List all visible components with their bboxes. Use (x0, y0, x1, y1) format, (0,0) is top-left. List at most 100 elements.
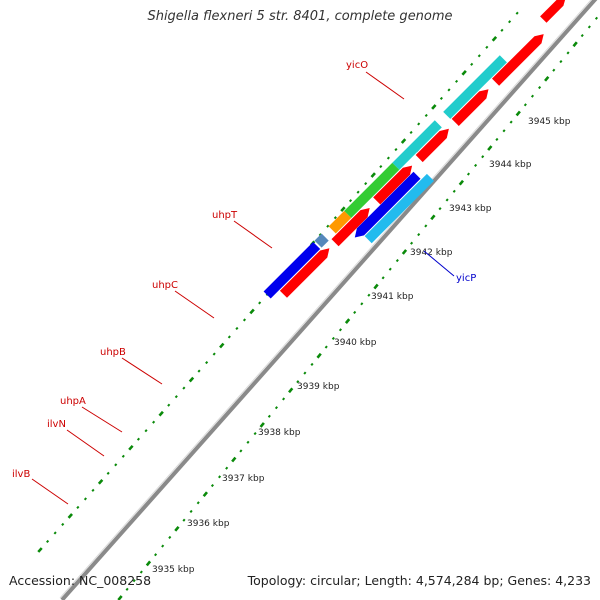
upper-tick-mark (370, 172, 376, 178)
lower-tick-mark (395, 258, 399, 263)
lower-tick-mark (182, 518, 186, 522)
lower-tick-mark (515, 110, 521, 117)
upper-tick-mark (394, 147, 398, 152)
gene-label-yicO: yicO (346, 60, 368, 71)
gene-feature-uhpC (392, 120, 442, 170)
upper-tick-mark (515, 11, 519, 15)
upper-tick-mark (258, 301, 262, 305)
map-title: Shigella flexneri 5 str. 8401, complete … (147, 9, 453, 24)
upper-tick-mark (128, 444, 134, 451)
lower-tick-mark (210, 483, 214, 488)
lower-tick-mark (388, 267, 392, 271)
upper-tick-mark (348, 199, 353, 203)
lower-tick-mark (445, 198, 449, 202)
gene-feature-uhpB (344, 162, 400, 218)
gene-label-uhpB: uhpB (100, 347, 126, 358)
lower-tick-mark (367, 293, 371, 297)
upper-tick-mark (188, 376, 195, 383)
lower-tick-mark (282, 397, 286, 401)
lower-tick-mark (502, 129, 506, 133)
lower-tick-mark (303, 371, 307, 375)
lower-tick-mark (438, 207, 442, 211)
upper-tick-mark (318, 233, 322, 237)
tick-label: 3936 kbp (187, 519, 230, 529)
upper-tick-mark (91, 488, 95, 492)
upper-tick-mark (470, 62, 474, 66)
tick-marks-layer (37, 11, 599, 600)
cds-arrow (492, 34, 544, 86)
upper-tick-mark (167, 403, 171, 407)
lower-tick-mark (410, 241, 414, 245)
upper-tick-mark (67, 513, 73, 519)
lower-tick-mark (580, 34, 584, 38)
gene-label-ilvB: ilvB (12, 469, 30, 480)
backbone-layer (59, 0, 598, 600)
upper-tick-mark (379, 165, 383, 169)
tick-label: 3938 kbp (258, 428, 301, 438)
cds-arrow (415, 128, 449, 163)
upper-tick-mark (174, 395, 178, 399)
upper-tick-mark (485, 45, 489, 49)
lower-tick-mark (353, 310, 357, 315)
lower-tick-mark (310, 362, 314, 366)
tick-label: 3940 kbp (334, 338, 377, 348)
upper-tick-mark (242, 318, 247, 322)
upper-tick-mark (136, 437, 141, 441)
lower-tick-mark (495, 137, 499, 141)
tick-label: 3939 kbp (297, 382, 340, 392)
lower-tick-mark (218, 475, 222, 479)
lower-tick-mark (458, 179, 465, 186)
lower-tick-mark (538, 85, 542, 90)
upper-tick-mark (386, 156, 390, 160)
upper-tick-mark (364, 182, 368, 186)
lower-tick-mark (523, 103, 527, 107)
upper-tick-mark (37, 547, 43, 553)
gene-feature-ilvB (263, 242, 321, 299)
cds-arrow (279, 248, 330, 298)
upper-tick-mark (76, 505, 80, 509)
upper-tick-mark (508, 20, 512, 24)
upper-tick-mark (144, 429, 148, 433)
lower-tick-mark (267, 414, 271, 418)
lower-tick-mark (344, 318, 351, 324)
gene-feature-uhpA (328, 210, 352, 234)
accession-text: Accession: NC_008258 (9, 573, 152, 588)
upper-tick-mark (197, 369, 201, 373)
lower-tick-mark (587, 25, 591, 29)
upper-tick-mark (205, 360, 209, 365)
upper-tick-mark (461, 70, 467, 76)
lower-tick-mark (296, 380, 300, 384)
upper-tick-mark (152, 420, 156, 424)
upper-tick-mark (424, 113, 428, 118)
lower-tick-mark (594, 16, 599, 20)
lower-tick-mark (452, 189, 456, 193)
lower-tick-mark (430, 214, 436, 221)
cds-arrow (540, 0, 566, 23)
lower-tick-mark (259, 422, 265, 428)
upper-tick-mark (491, 35, 498, 42)
lower-tick-mark (139, 570, 143, 574)
cds-arrow (373, 165, 413, 205)
lower-tick-mark (559, 59, 563, 64)
lower-tick-mark (189, 509, 193, 514)
lower-tick-mark (288, 387, 294, 394)
lower-tick-mark (253, 432, 257, 436)
lower-tick-mark (417, 233, 421, 237)
upper-tick-mark (447, 88, 451, 92)
lower-tick-mark (161, 544, 165, 548)
gene-label-uhpT: uhpT (212, 210, 238, 221)
lower-tick-mark (381, 276, 385, 280)
upper-tick-mark (340, 206, 346, 212)
lower-tick-mark (154, 553, 158, 557)
lower-tick-mark (225, 466, 229, 470)
tick-label: 3944 kbp (489, 160, 532, 170)
lower-tick-mark (125, 587, 129, 591)
lower-tick-mark (117, 595, 123, 600)
tick-label: 3943 kbp (449, 204, 492, 214)
lower-tick-mark (174, 525, 180, 532)
lower-tick-mark (487, 145, 493, 151)
lower-tick-mark (168, 535, 172, 539)
cds-arrow (451, 89, 489, 126)
